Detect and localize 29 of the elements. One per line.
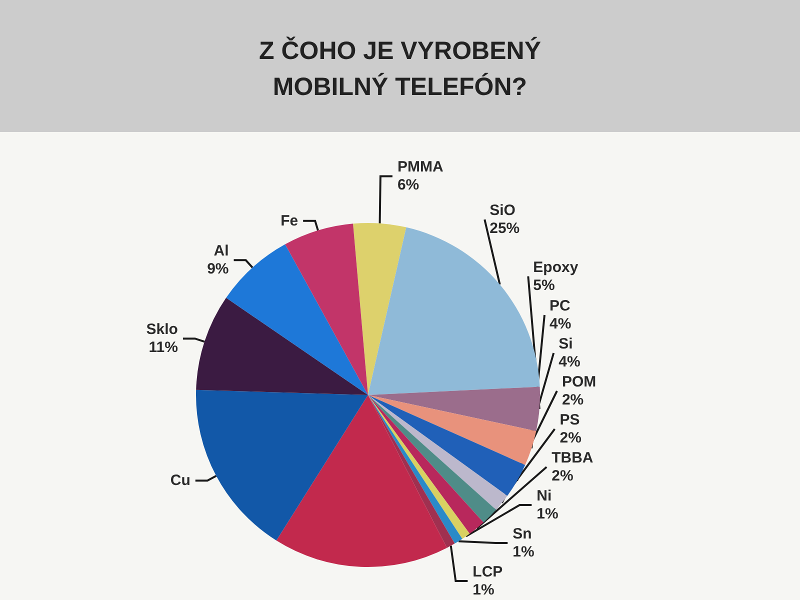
slice-label: TBBA	[552, 450, 594, 466]
data-label: 2%	[552, 468, 574, 484]
slice-label: POM	[562, 374, 596, 390]
data-label: 4%	[550, 316, 572, 332]
slice-label: SiO	[490, 202, 516, 220]
data-label: 9%	[207, 260, 229, 278]
data-label: 11%	[148, 339, 178, 356]
slice-label: Sklo	[146, 321, 178, 338]
slice-label: Ni	[536, 488, 552, 504]
data-label: 1%	[472, 582, 494, 598]
slice-label: Al	[214, 242, 229, 260]
data-label: 1%	[536, 506, 558, 522]
data-label: 1%	[512, 544, 534, 560]
data-label: 4%	[558, 354, 580, 370]
data-label: 25%	[490, 220, 520, 238]
data-label: 6%	[397, 176, 420, 194]
slice-label: PS	[560, 412, 580, 428]
data-label: 2%	[562, 392, 584, 408]
slice-label: PMMA	[397, 158, 444, 176]
chart-title: Z ČOHO JE VYROBENÝ MOBILNÝ TELEFÓN?	[259, 36, 542, 101]
slice-label: Fe	[280, 212, 298, 230]
data-label: 5%	[533, 276, 555, 294]
slice-label: Epoxy	[533, 258, 579, 276]
slice-label: Cu	[170, 472, 190, 490]
slice-label: Si	[558, 336, 573, 352]
slice-label: Sn	[512, 526, 532, 542]
data-label: 2%	[560, 430, 582, 446]
slice-label: LCP	[472, 564, 503, 580]
slice-label: PC	[550, 298, 571, 314]
